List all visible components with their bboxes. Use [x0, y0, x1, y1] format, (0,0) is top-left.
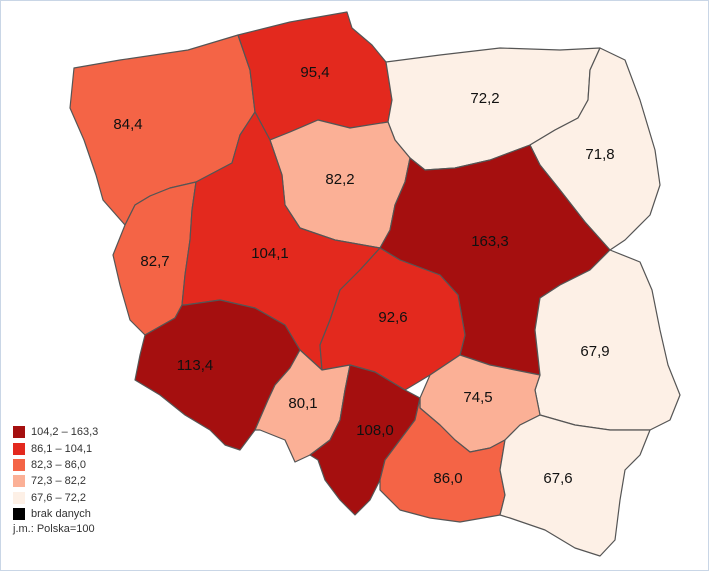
legend-swatch	[13, 458, 25, 471]
legend-swatch	[13, 442, 25, 455]
region-podkarpackie[interactable]	[499, 414, 651, 557]
unit-note: j.m.: Polska=100	[13, 523, 95, 536]
legend-label: 72,3 – 82,2	[31, 475, 87, 488]
label-podlaskie: 71,8	[585, 146, 614, 163]
legend-label: brak danych	[31, 508, 91, 521]
label-podkarpackie: 67,6	[543, 470, 572, 487]
legend-label: 67,6 – 72,2	[31, 491, 87, 504]
label-dolnoslaskie: 113,4	[177, 357, 213, 374]
label-lubuskie: 82,7	[140, 253, 169, 270]
legend-swatch	[13, 491, 25, 504]
label-warminsko-mazurskie: 72,2	[470, 90, 499, 107]
legend-item: 104,2 – 163,3	[13, 424, 98, 440]
legend-swatch	[13, 475, 25, 488]
map-legend: 104,2 – 163,3 86,1 – 104,1 82,3 – 86,0 7…	[13, 424, 98, 535]
legend-swatch	[13, 508, 25, 521]
legend-item: 72,3 – 82,2	[13, 473, 98, 489]
label-zachodniopomorskie: 84,4	[113, 116, 142, 133]
label-wielkopolskie: 104,1	[251, 245, 289, 262]
legend-label: 82,3 – 86,0	[31, 458, 87, 471]
legend-item: brak danych	[13, 506, 98, 522]
legend-item: 86,1 – 104,1	[13, 440, 98, 456]
label-swietokrzyskie: 74,5	[463, 389, 492, 406]
legend-label: 86,1 – 104,1	[31, 442, 93, 455]
legend-label: 104,2 – 163,3	[31, 426, 99, 439]
label-opolskie: 80,1	[288, 395, 317, 412]
label-lodzkie: 92,6	[378, 309, 407, 326]
legend-item: 82,3 – 86,0	[13, 457, 98, 473]
legend-item: 67,6 – 72,2	[13, 490, 98, 506]
legend-swatch	[13, 426, 25, 439]
region-slaskie[interactable]	[309, 364, 421, 516]
label-lubelskie: 67,9	[580, 343, 609, 360]
label-kujawsko-pomorskie: 82,2	[325, 171, 354, 188]
label-slaskie: 108,0	[356, 422, 394, 439]
label-malopolskie: 86,0	[433, 470, 462, 487]
label-pomorskie: 95,4	[300, 64, 329, 81]
label-mazowieckie: 163,3	[471, 233, 509, 250]
